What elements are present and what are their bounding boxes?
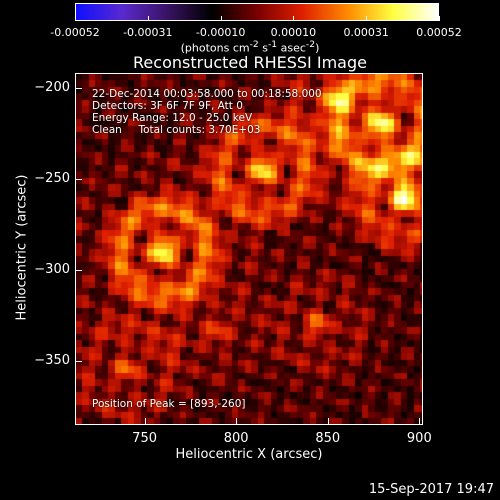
x-axis-label: Heliocentric X (arcsec) bbox=[175, 447, 323, 462]
colorbar-tick-label: -0.00010 bbox=[195, 26, 246, 39]
colorbar-tick bbox=[293, 16, 295, 21]
x-tick-mark bbox=[327, 418, 329, 425]
x-tick-label: 900 bbox=[406, 431, 432, 446]
plot-area: 22-Dec-2014 00:03:58.000 to 00:18:58.000… bbox=[75, 73, 423, 425]
colorbar-tick bbox=[147, 16, 149, 21]
x-tick-mark bbox=[236, 418, 238, 425]
colorbar-tick-label: 0.00052 bbox=[416, 26, 462, 39]
y-tick-label: −250 bbox=[34, 170, 70, 186]
y-tick-mark bbox=[75, 178, 82, 180]
info-line-1: 22-Dec-2014 00:03:58.000 to 00:18:58.000 bbox=[92, 88, 322, 100]
y-axis-label: Heliocentric Y (arcsec) bbox=[14, 174, 30, 321]
info-line-2: Detectors: 3F 6F 7F 9F, Att 0 bbox=[92, 100, 243, 112]
colorbar-tick bbox=[220, 16, 222, 21]
x-tick-mark bbox=[419, 418, 421, 425]
colorbar-gradient bbox=[75, 3, 439, 21]
x-tick-label: 750 bbox=[132, 431, 158, 446]
colorbar-tick-label: 0.00010 bbox=[270, 26, 317, 39]
x-tick-label: 850 bbox=[315, 431, 341, 446]
colorbar-tick-label: 0.00031 bbox=[343, 26, 389, 39]
heatmap-image bbox=[76, 74, 422, 424]
x-tick-label: 800 bbox=[223, 431, 249, 446]
plot-title: Reconstructed RHESSI Image bbox=[133, 53, 367, 72]
y-tick-label: −350 bbox=[34, 353, 70, 369]
colorbar-units: (photons cm-2 s-1 asec-2) bbox=[180, 39, 320, 55]
y-tick-mark bbox=[75, 87, 82, 89]
colorbar-tick bbox=[366, 16, 368, 21]
y-tick-mark bbox=[75, 361, 82, 363]
info-line-4: Clean Total counts: 3.70E+03 bbox=[92, 124, 261, 136]
info-line-3: Energy Range: 12.0 - 25.0 keV bbox=[92, 112, 253, 124]
colorbar-tick bbox=[75, 16, 76, 21]
timestamp: 15-Sep-2017 19:47 bbox=[368, 482, 494, 497]
y-tick-label: −200 bbox=[34, 79, 70, 95]
y-tick-mark bbox=[75, 269, 82, 271]
peak-position-label: Position of Peak = [893,-260] bbox=[92, 398, 246, 410]
x-tick-mark bbox=[144, 418, 146, 425]
y-tick-label: −300 bbox=[34, 261, 70, 277]
colorbar-tick bbox=[439, 16, 440, 21]
colorbar-tick-label: -0.00052 bbox=[50, 26, 100, 39]
colorbar-tick-label: -0.00031 bbox=[123, 26, 173, 39]
